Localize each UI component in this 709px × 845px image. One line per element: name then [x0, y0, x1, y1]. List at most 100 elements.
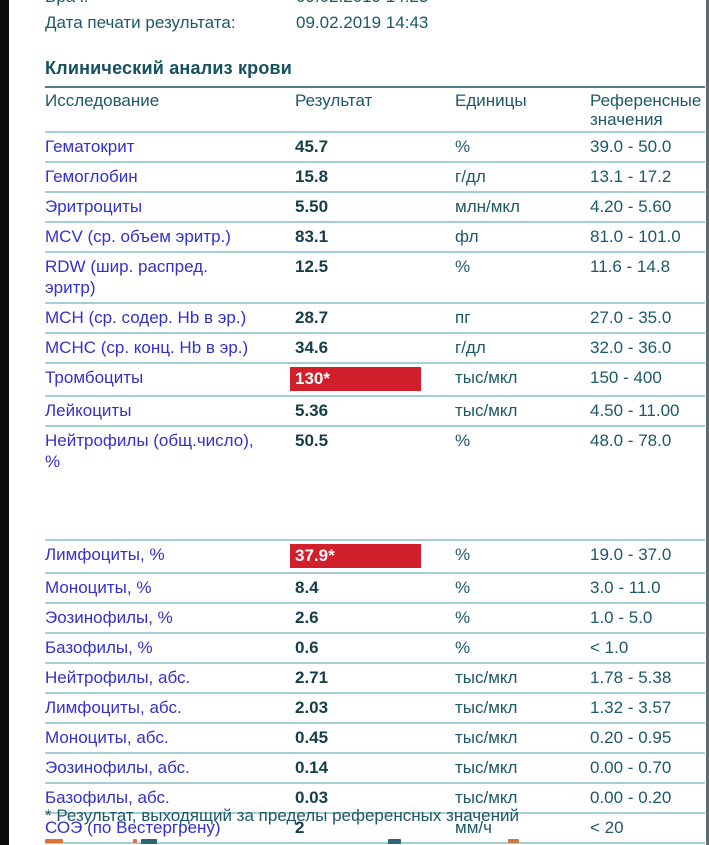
test-units: %: [455, 137, 471, 156]
test-result: 12.5: [295, 252, 455, 303]
test-units: млн/мкл: [455, 197, 520, 216]
column-header-units: Единицы: [455, 91, 527, 110]
table-row: Гемоглобин 15.8 г/дл 13.1 - 17.2: [45, 162, 705, 192]
clipped-top-row: Врач: 09.02.2019 14:23: [45, 0, 675, 8]
test-units: %: [455, 545, 471, 564]
result-value: 2.71: [295, 668, 329, 687]
right-page-edge: [706, 0, 709, 845]
test-units: тыс/мкл: [455, 788, 518, 807]
test-name: Моноциты, %: [45, 578, 152, 597]
test-name: Базофилы, %: [45, 638, 153, 657]
test-units: фл: [455, 227, 479, 246]
test-result: 0.03: [295, 783, 455, 813]
test-units: %: [455, 638, 471, 657]
test-reference: 1.32 - 3.57: [590, 698, 672, 717]
test-result: 0.6: [295, 633, 455, 663]
test-name: Нейтрофилы (общ.число), %: [45, 431, 254, 471]
table-row: Эозинофилы, абс. 0.14 тыс/мкл 0.00 - 0.7…: [45, 753, 705, 783]
table-row: Лимфоциты, абс. 2.03 тыс/мкл 1.32 - 3.57: [45, 693, 705, 723]
test-name: MCV (ср. объем эритр.): [45, 227, 231, 246]
test-result: 2.71: [295, 663, 455, 693]
result-value: 45.7: [295, 137, 329, 156]
test-result: 5.36: [295, 396, 455, 426]
test-reference: < 1.0: [590, 638, 629, 657]
test-name: Базофилы, абс.: [45, 788, 170, 807]
table-row: Базофилы, % 0.6 % < 1.0: [45, 633, 705, 663]
result-value: 34.6: [295, 338, 329, 357]
test-units: %: [455, 578, 471, 597]
test-result: 28.7: [295, 303, 455, 333]
test-result: 15.8: [295, 162, 455, 192]
test-units: мм/ч: [455, 818, 492, 837]
test-units: тыс/мкл: [455, 728, 518, 747]
result-value: 5.50: [295, 197, 329, 216]
test-name: Тромбоциты: [45, 368, 144, 387]
print-date-label: Дата печати результата:: [45, 13, 236, 32]
table-row: Гематокрит 45.7 % 39.0 - 50.0: [45, 132, 705, 162]
left-page-edge: [0, 0, 9, 845]
test-units: %: [455, 608, 471, 627]
test-result: 2.6: [295, 603, 455, 633]
test-result: 2.03: [295, 693, 455, 723]
test-name: Моноциты, абс.: [45, 728, 169, 747]
table-row: RDW (шир. распред. эритр) 12.5 % 11.6 - …: [45, 252, 705, 303]
table-row: MCHC (ср. конц. Hb в эр.) 34.6 г/дл 32.0…: [45, 333, 705, 363]
print-date-value: 09.02.2019 14:43: [296, 13, 429, 32]
table-row: Тромбоциты 130* тыс/мкл 150 - 400: [45, 363, 705, 396]
test-name: MCH (ср. содер. Hb в эр.): [45, 308, 247, 327]
table-row: Эозинофилы, % 2.6 % 1.0 - 5.0: [45, 603, 705, 633]
test-reference: 13.1 - 17.2: [590, 167, 672, 186]
result-value: 83.1: [295, 227, 329, 246]
test-units: тыс/мкл: [455, 401, 518, 420]
test-units: г/дл: [455, 338, 486, 357]
table-row: MCH (ср. содер. Hb в эр.) 28.7 пг 27.0 -…: [45, 303, 705, 333]
test-name: MCHC (ср. конц. Hb в эр.): [45, 338, 249, 357]
result-value: 2.6: [295, 608, 319, 627]
result-value: 130*: [290, 367, 421, 391]
section-title: Клинический анализ крови: [45, 58, 293, 78]
table-row: Лимфоциты, % 37.9* % 19.0 - 37.0: [45, 540, 705, 573]
clipped-text-fragment: [45, 839, 63, 843]
test-name: Лейкоциты: [45, 401, 132, 420]
table-row: Базофилы, абс. 0.03 тыс/мкл 0.00 - 0.20: [45, 783, 705, 813]
test-reference: 32.0 - 36.0: [590, 338, 672, 357]
test-reference: 27.0 - 35.0: [590, 308, 672, 327]
test-reference: < 20: [590, 818, 624, 837]
test-result: 5.50: [295, 192, 455, 222]
table-gap-row: [45, 476, 705, 540]
test-result: 0.45: [295, 723, 455, 753]
test-reference: 39.0 - 50.0: [590, 137, 672, 156]
test-reference: 4.50 - 11.00: [590, 401, 680, 420]
table-row: Эритроциты 5.50 млн/мкл 4.20 - 5.60: [45, 192, 705, 222]
test-units: тыс/мкл: [455, 368, 518, 387]
test-result: 0.14: [295, 753, 455, 783]
table-row: Лейкоциты 5.36 тыс/мкл 4.50 - 11.00: [45, 396, 705, 426]
test-name: Эозинофилы, %: [45, 608, 173, 627]
test-name: Гемоглобин: [45, 167, 138, 186]
test-reference: 48.0 - 78.0: [590, 431, 672, 450]
test-name: Эозинофилы, абс.: [45, 758, 190, 777]
test-result: 130*: [290, 363, 455, 396]
test-units: тыс/мкл: [455, 698, 518, 717]
test-name: Гематокрит: [45, 137, 135, 156]
table-row: Нейтрофилы (общ.число), % 50.5 % 48.0 - …: [45, 426, 705, 476]
table-row: MCV (ср. объем эритр.) 83.1 фл 81.0 - 10…: [45, 222, 705, 252]
result-value: 5.36: [295, 401, 329, 420]
table-header-row: Исследование Результат Единицы Референсн…: [45, 87, 705, 132]
out-of-range-footnote: * Результат, выходящий за пределы рефере…: [45, 806, 519, 825]
result-value: 0.14: [295, 758, 329, 777]
result-value: 37.9*: [290, 544, 421, 568]
test-name: Нейтрофилы, абс.: [45, 668, 191, 687]
test-reference: 1.78 - 5.38: [590, 668, 672, 687]
result-value: 0.6: [295, 638, 319, 657]
table-row: Моноциты, абс. 0.45 тыс/мкл 0.20 - 0.95: [45, 723, 705, 753]
result-value: 50.5: [295, 431, 329, 450]
test-units: пг: [455, 308, 471, 327]
result-value: 28.7: [295, 308, 329, 327]
print-date-row: Дата печати результата: 09.02.2019 14:43: [45, 13, 428, 33]
column-header-test: Исследование: [45, 91, 160, 110]
test-result: 83.1: [295, 222, 455, 252]
result-value: 0.03: [295, 788, 329, 807]
clipped-bottom-line: [0, 838, 709, 845]
